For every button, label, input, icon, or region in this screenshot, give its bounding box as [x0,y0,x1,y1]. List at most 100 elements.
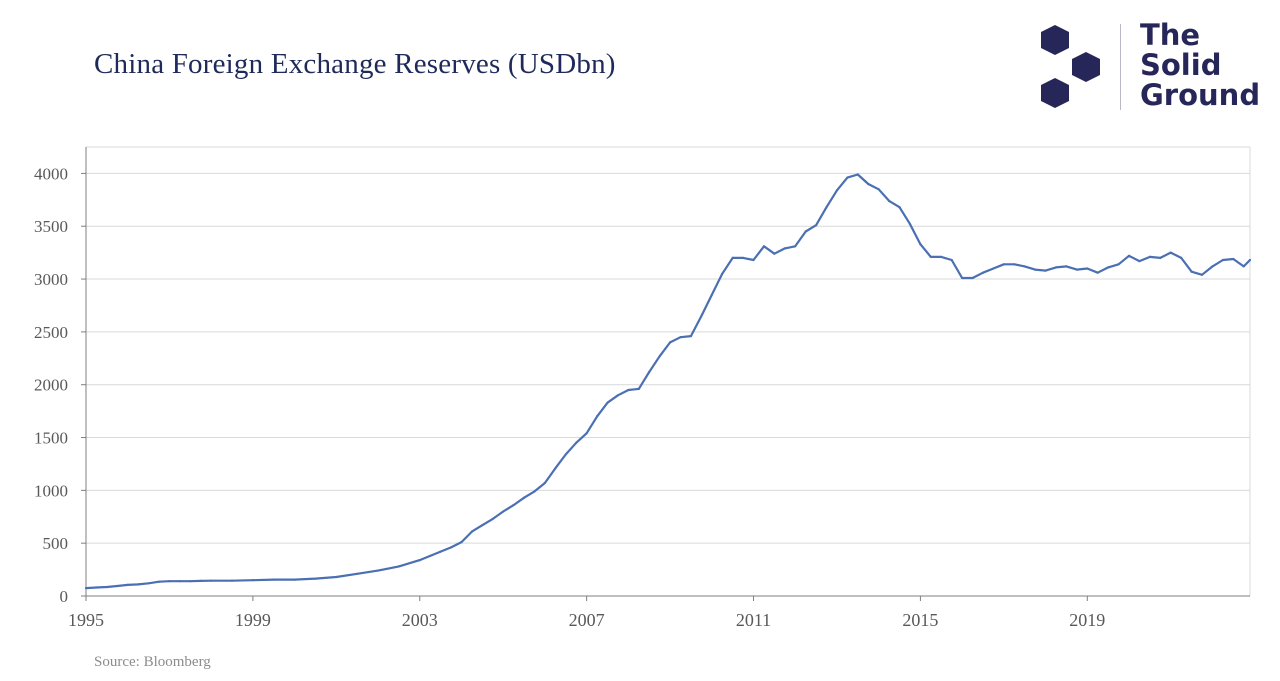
x-tick-label-2: 2003 [402,610,438,630]
axes [85,146,1251,597]
data-point-71 [929,255,932,258]
data-point-82 [1044,269,1047,272]
data-point-67 [888,199,891,202]
data-point-68 [898,206,901,209]
data-point-101 [1242,265,1245,268]
data-point-55 [762,245,766,248]
data-point-17 [314,577,317,580]
data-point-52 [731,256,734,259]
data-point-39 [596,415,599,418]
data-point-75 [971,276,974,280]
data-point-57 [783,247,786,250]
data-point-20 [376,569,380,572]
source-note: Source: Bloomberg [94,654,211,670]
y-axis-ticks: 0 500 1000 1500 2000 2500 3000 3500 4000 [34,164,86,606]
y-tick-label-7: 3500 [34,217,68,236]
y-tick-label-3: 1500 [34,429,68,448]
data-point-42 [627,388,630,392]
series-line-0 [85,173,1251,590]
logo-wordmark: The Solid Ground [1140,20,1260,110]
logo-divider [1120,24,1121,110]
data-point-74 [961,276,964,280]
data-point-48 [689,335,693,338]
data-point-66 [877,188,880,191]
series-group [84,173,1252,590]
data-point-16 [293,578,296,581]
data-point-28 [481,524,484,527]
data-point-64 [856,173,859,176]
data-point-88 [1107,266,1110,269]
data-point-81 [1034,268,1037,271]
data-point-33 [533,490,536,493]
x-tick-label-4: 2011 [736,610,771,630]
y-tick-label-0: 0 [60,587,69,606]
x-tick-label-0: 1995 [68,610,104,630]
data-point-100 [1232,257,1235,261]
data-point-76 [981,271,985,274]
data-point-0 [84,587,88,590]
y-tick-label-2: 1000 [34,481,68,500]
data-point-92 [1148,255,1151,258]
data-point-29 [491,517,494,521]
data-point-60 [815,224,818,227]
data-point-2 [105,585,108,589]
data-point-96 [1190,270,1193,273]
data-point-62 [835,189,839,192]
data-point-49 [700,314,703,318]
x-axis-ticks: 1995 1999 2003 2007 2011 2015 2019 [68,596,1105,630]
data-point-87 [1096,271,1099,274]
logo-hexagon-top [1041,25,1069,55]
logo-hexagon-right [1072,52,1100,82]
data-point-65 [867,182,870,186]
data-point-98 [1211,265,1214,268]
y-tick-label-6: 3000 [34,270,68,289]
data-point-63 [846,176,849,179]
data-point-102 [1248,258,1252,262]
logo-hexagon-bottom [1041,78,1069,108]
data-point-84 [1065,265,1068,268]
data-point-50 [710,293,713,296]
data-point-83 [1054,266,1058,269]
data-point-1 [95,586,98,589]
data-point-80 [1023,265,1026,268]
data-point-10 [189,580,192,583]
x-tick-label-1: 1999 [235,610,271,630]
data-point-46 [669,341,672,344]
x-tick-label-3: 2007 [569,610,605,630]
data-point-77 [992,267,995,270]
data-point-44 [648,370,651,374]
data-point-13 [230,579,234,582]
data-point-37 [575,441,578,444]
data-point-51 [721,272,724,275]
data-point-69 [908,223,912,226]
gridlines [86,172,1250,544]
data-point-85 [1075,268,1078,271]
data-point-19 [356,572,359,575]
data-point-12 [210,579,213,582]
data-point-24 [439,550,442,553]
data-point-93 [1159,256,1162,259]
data-point-95 [1180,256,1183,259]
data-point-86 [1086,267,1089,270]
data-point-30 [502,510,505,513]
data-point-36 [564,453,567,456]
data-point-94 [1169,251,1172,254]
data-point-22 [418,559,421,562]
data-point-8 [168,580,171,583]
data-point-15 [272,578,275,581]
y-tick-label-8: 4000 [34,164,68,183]
data-point-91 [1138,260,1141,263]
data-point-41 [616,394,620,397]
data-point-38 [585,432,588,435]
data-point-56 [773,252,776,255]
data-point-47 [679,336,682,339]
data-point-97 [1200,273,1204,276]
data-point-45 [658,355,661,358]
y-tick-label-1: 500 [43,534,69,553]
data-point-34 [543,481,547,485]
y-tick-label-4: 2000 [34,376,68,395]
data-point-70 [919,243,922,246]
data-point-59 [804,230,807,233]
data-point-5 [137,583,140,586]
